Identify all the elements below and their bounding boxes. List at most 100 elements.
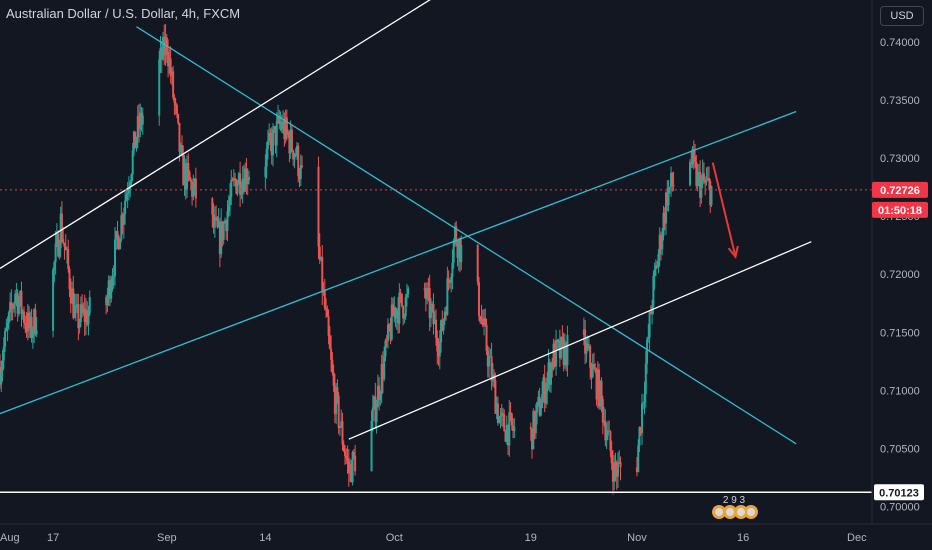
candle-body	[510, 413, 513, 426]
candle-body	[78, 322, 81, 328]
candle-body	[533, 411, 536, 434]
candle-body	[613, 462, 616, 482]
candle-body	[704, 181, 707, 183]
candle-body	[501, 413, 504, 415]
candle-body	[340, 421, 343, 427]
candle-body	[60, 213, 63, 240]
candle-body	[403, 316, 406, 319]
candle-body	[10, 302, 13, 308]
candle-body	[11, 307, 14, 309]
candle-body	[301, 165, 304, 167]
last-price-badge: 0.72726	[872, 181, 928, 198]
candle-body	[701, 173, 704, 180]
candle-body	[495, 403, 498, 414]
candle-body	[86, 310, 89, 325]
candle-body	[438, 342, 441, 357]
candle-body	[230, 179, 233, 197]
candle-body	[614, 462, 617, 470]
candle-body	[457, 238, 460, 258]
x-axis[interactable]: Aug 17 Sep 14 Oct 19 Nov 16 Dec	[0, 532, 867, 544]
candle-body	[236, 184, 239, 194]
candle-body	[700, 179, 703, 198]
candle-body	[67, 249, 70, 270]
candle-body	[131, 150, 134, 175]
candle-body	[689, 162, 692, 186]
down-arrow-annotation[interactable]	[711, 162, 739, 260]
candle-body	[164, 37, 167, 56]
candle-body	[112, 275, 115, 278]
candle-body	[402, 305, 405, 319]
candle-body	[16, 293, 19, 314]
x-tick-label: 19	[525, 532, 537, 544]
x-tick-label: 16	[737, 532, 749, 544]
symbol-title: Australian Dollar / U.S. Dollar, 4h, FXC…	[6, 6, 241, 21]
candle-body	[536, 402, 539, 413]
candle-body	[330, 348, 333, 360]
candle-body	[476, 244, 479, 283]
candle-body	[662, 212, 665, 236]
candle-body	[544, 391, 547, 404]
trendlines-layer[interactable]	[0, 0, 812, 445]
candle-body	[337, 395, 340, 429]
candle-body	[375, 407, 378, 422]
candle-body	[616, 462, 619, 477]
candle-body	[64, 246, 67, 251]
candle-body	[691, 148, 694, 165]
candle-body	[234, 178, 237, 180]
candle-body	[293, 154, 296, 160]
trendline-cyan[interactable]	[136, 26, 797, 445]
candle-body	[225, 220, 228, 232]
candle-body	[695, 161, 698, 186]
candle-body	[697, 171, 700, 173]
candle-body	[87, 313, 90, 325]
candle-body	[0, 370, 3, 385]
candle-body	[561, 336, 564, 340]
trendline-cyan[interactable]	[0, 110, 797, 415]
trendline-white[interactable]	[0, 0, 493, 269]
candle-body	[183, 163, 186, 186]
candle-body	[121, 215, 124, 225]
candle-body	[648, 312, 651, 338]
y-tick-label: 0.71000	[880, 385, 920, 397]
candle-body	[53, 262, 56, 270]
currency-button[interactable]: USD	[880, 6, 924, 26]
candle-body	[20, 290, 23, 315]
candle-body	[222, 222, 225, 241]
candle-body	[379, 394, 382, 400]
candle-body	[710, 185, 713, 206]
candle-body	[665, 192, 668, 224]
candle-body	[216, 218, 219, 228]
candle-body	[666, 192, 669, 206]
candle-body	[407, 288, 410, 295]
candle-body	[668, 186, 671, 188]
candle-body	[598, 369, 601, 407]
candle-body	[193, 178, 196, 187]
candle-body	[637, 445, 640, 473]
x-tick-label: Nov	[627, 532, 647, 544]
candle-body	[426, 288, 429, 300]
candle-body	[435, 319, 437, 338]
candle-body	[657, 254, 660, 268]
candle-body	[125, 194, 128, 201]
candle-body	[30, 316, 33, 338]
candle-body	[4, 330, 7, 347]
candle-body	[72, 288, 75, 318]
candle-body	[485, 324, 488, 352]
candle-body	[590, 367, 593, 378]
candle-body	[24, 322, 27, 325]
candle-body	[659, 234, 662, 250]
candle-body	[532, 411, 535, 450]
candle-body	[550, 363, 553, 385]
candle-body	[610, 450, 613, 464]
candle-body	[325, 307, 328, 310]
logo-icon	[712, 505, 758, 519]
candle-body	[531, 428, 534, 450]
candle-body	[490, 356, 493, 381]
candle-body	[424, 289, 427, 300]
candle-body	[213, 217, 216, 228]
candle-body	[331, 359, 334, 373]
candle-body	[273, 126, 276, 130]
trendline-white[interactable]	[348, 241, 812, 440]
